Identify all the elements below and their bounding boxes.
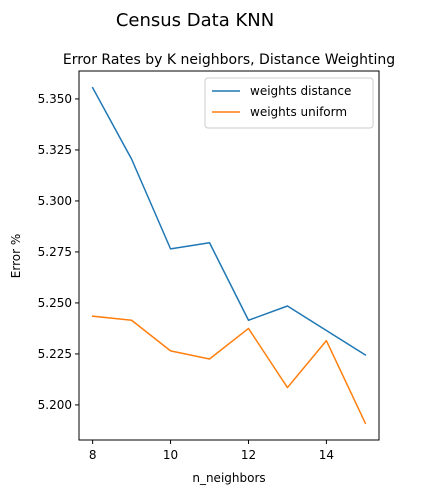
data-point-weights-distance	[170, 248, 172, 250]
data-point-weights-uniform	[131, 319, 133, 321]
data-point-weights-distance	[325, 329, 327, 331]
series-line-weights-uniform	[91, 315, 367, 425]
data-point-weights-distance	[286, 305, 288, 307]
data-point-weights-uniform	[170, 350, 172, 352]
x-axis-label: n_neighbors	[192, 471, 265, 485]
data-point-weights-uniform	[92, 315, 94, 317]
y-axis: 5.200 5.225 5.250 5.275 5.300 5.325 5.350	[38, 92, 79, 412]
series-layer	[91, 86, 367, 425]
data-point-weights-distance	[247, 319, 249, 321]
plot-area	[78, 70, 380, 441]
x-tick-label: 8	[89, 448, 97, 462]
y-tick-label: 5.325	[38, 143, 72, 157]
data-point-weights-uniform	[286, 387, 288, 389]
data-point-weights-uniform	[364, 422, 366, 424]
data-point-weights-distance	[209, 242, 211, 244]
legend-label-weights-distance: weights distance	[250, 84, 351, 98]
legend-box	[204, 77, 374, 129]
y-tick-label: 5.225	[38, 347, 72, 361]
x-tick-label: 14	[319, 448, 334, 462]
data-point-weights-distance	[92, 87, 94, 89]
data-point-weights-uniform	[325, 340, 327, 342]
data-point-weights-distance	[364, 354, 366, 356]
y-tick-label: 5.300	[38, 194, 72, 208]
data-point-weights-uniform	[247, 327, 249, 329]
series-line-weights-distance	[91, 86, 367, 356]
x-tick-label: 12	[241, 448, 256, 462]
legend-label-weights-uniform: weights uniform	[250, 105, 347, 119]
y-tick-label: 5.200	[38, 398, 72, 412]
y-tick-label: 5.250	[38, 296, 72, 310]
x-tick-label: 10	[163, 448, 178, 462]
y-axis-label: Error %	[9, 234, 23, 278]
data-point-weights-distance	[131, 158, 133, 160]
axes-frame	[78, 70, 380, 441]
y-tick-label: 5.275	[38, 245, 72, 259]
legend-items: weights distance weights uniform	[212, 84, 351, 119]
data-point-weights-uniform	[209, 358, 211, 360]
chart-title: Error Rates by K neighbors, Distance Wei…	[63, 52, 395, 68]
figure-suptitle: Census Data KNN	[116, 10, 274, 31]
x-axis: 8 10 12 14	[89, 440, 334, 462]
legend[interactable]: weights distance weights uniform	[204, 77, 374, 129]
y-tick-label: 5.350	[38, 92, 72, 106]
